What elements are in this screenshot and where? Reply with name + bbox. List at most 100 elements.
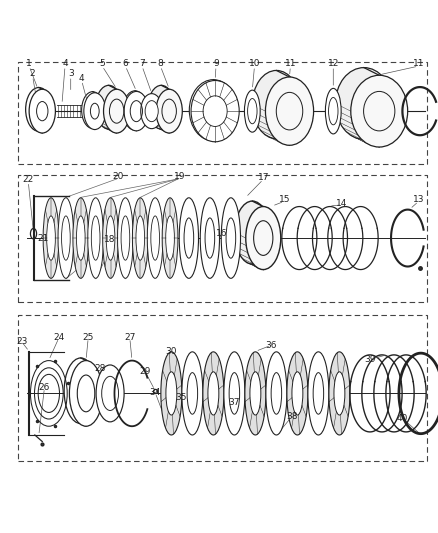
Text: 20: 20 — [112, 172, 124, 181]
Ellipse shape — [328, 98, 337, 125]
Text: 23: 23 — [16, 337, 27, 346]
Text: 15: 15 — [278, 195, 290, 204]
Ellipse shape — [187, 373, 197, 414]
Text: 8: 8 — [157, 59, 163, 68]
Ellipse shape — [191, 80, 239, 142]
Ellipse shape — [202, 352, 223, 435]
Ellipse shape — [165, 216, 174, 260]
Ellipse shape — [223, 352, 244, 435]
Ellipse shape — [184, 218, 193, 258]
Ellipse shape — [25, 87, 52, 131]
Text: 18: 18 — [103, 235, 115, 244]
Ellipse shape — [102, 198, 118, 278]
Text: 11: 11 — [284, 59, 296, 68]
Ellipse shape — [145, 101, 158, 122]
Text: 17: 17 — [257, 173, 268, 182]
Ellipse shape — [265, 352, 286, 435]
Ellipse shape — [123, 91, 147, 130]
Ellipse shape — [328, 352, 349, 435]
Text: 5: 5 — [99, 59, 105, 68]
Ellipse shape — [81, 92, 103, 128]
Text: 11: 11 — [412, 59, 424, 68]
Ellipse shape — [91, 216, 100, 260]
Ellipse shape — [155, 89, 182, 133]
Ellipse shape — [245, 207, 280, 270]
Ellipse shape — [151, 216, 159, 260]
Ellipse shape — [136, 216, 144, 260]
Text: 10: 10 — [248, 59, 260, 68]
Ellipse shape — [121, 216, 130, 260]
Text: 1: 1 — [26, 59, 32, 68]
Text: 2: 2 — [30, 69, 35, 78]
Ellipse shape — [117, 198, 133, 278]
Text: 40: 40 — [396, 414, 407, 423]
Ellipse shape — [61, 216, 70, 260]
Text: 28: 28 — [95, 364, 106, 373]
Text: 21: 21 — [37, 233, 49, 243]
Text: 4: 4 — [62, 59, 68, 68]
Text: 30: 30 — [165, 348, 177, 357]
Text: 6: 6 — [122, 59, 128, 68]
Ellipse shape — [73, 198, 88, 278]
Text: 7: 7 — [139, 59, 145, 68]
Text: 39: 39 — [364, 355, 375, 364]
Ellipse shape — [141, 94, 162, 128]
Text: 34: 34 — [149, 388, 160, 397]
Ellipse shape — [291, 372, 302, 415]
Ellipse shape — [244, 90, 260, 132]
Ellipse shape — [132, 198, 148, 278]
Ellipse shape — [102, 376, 118, 410]
Text: 22: 22 — [23, 175, 34, 184]
Text: 3: 3 — [68, 69, 74, 78]
Ellipse shape — [103, 89, 130, 133]
Ellipse shape — [76, 216, 85, 260]
Text: 29: 29 — [139, 367, 150, 376]
Ellipse shape — [106, 216, 115, 260]
Ellipse shape — [64, 358, 97, 424]
Text: 37: 37 — [228, 398, 239, 407]
Ellipse shape — [333, 372, 344, 415]
Ellipse shape — [69, 361, 102, 426]
Ellipse shape — [221, 198, 240, 278]
Text: 24: 24 — [53, 333, 64, 342]
Text: 38: 38 — [286, 411, 297, 421]
Ellipse shape — [265, 77, 313, 146]
Ellipse shape — [200, 198, 219, 278]
Ellipse shape — [234, 201, 269, 264]
Text: 16: 16 — [215, 229, 227, 238]
Ellipse shape — [58, 198, 74, 278]
Ellipse shape — [88, 198, 103, 278]
Text: 19: 19 — [174, 172, 185, 181]
Ellipse shape — [84, 93, 106, 130]
Ellipse shape — [307, 352, 328, 435]
Ellipse shape — [247, 99, 257, 124]
Ellipse shape — [189, 79, 237, 141]
Ellipse shape — [271, 373, 281, 414]
Ellipse shape — [148, 85, 174, 129]
Ellipse shape — [162, 198, 177, 278]
Ellipse shape — [286, 352, 307, 435]
Ellipse shape — [312, 373, 323, 414]
Ellipse shape — [244, 352, 265, 435]
Ellipse shape — [229, 373, 239, 414]
Ellipse shape — [166, 372, 177, 415]
Text: 35: 35 — [175, 393, 187, 402]
Ellipse shape — [124, 92, 148, 131]
Text: 4: 4 — [79, 74, 84, 83]
Ellipse shape — [205, 218, 214, 258]
Ellipse shape — [325, 88, 340, 134]
Ellipse shape — [252, 70, 300, 139]
Ellipse shape — [46, 216, 55, 260]
Ellipse shape — [208, 372, 218, 415]
Text: 9: 9 — [212, 59, 219, 68]
Ellipse shape — [43, 198, 59, 278]
Ellipse shape — [350, 75, 407, 147]
Text: 14: 14 — [336, 199, 347, 207]
Text: 26: 26 — [39, 383, 50, 392]
Ellipse shape — [147, 198, 162, 278]
Ellipse shape — [95, 85, 122, 129]
Ellipse shape — [226, 218, 235, 258]
Ellipse shape — [29, 89, 55, 133]
Ellipse shape — [179, 198, 198, 278]
Ellipse shape — [249, 372, 260, 415]
